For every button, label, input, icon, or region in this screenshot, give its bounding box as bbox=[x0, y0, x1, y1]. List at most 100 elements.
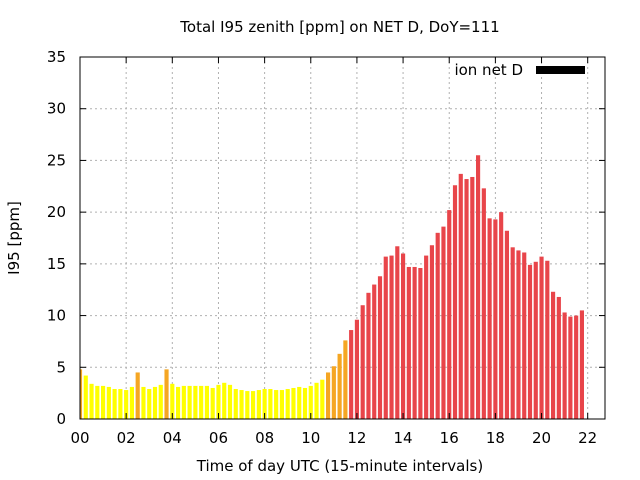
bar bbox=[268, 389, 273, 419]
bar bbox=[80, 369, 83, 419]
bar bbox=[562, 312, 567, 419]
bar bbox=[193, 385, 198, 419]
bar bbox=[545, 260, 550, 419]
y-tick-label: 35 bbox=[47, 48, 66, 66]
y-tick-label: 30 bbox=[47, 100, 66, 118]
bar bbox=[395, 246, 400, 419]
bar bbox=[285, 389, 290, 419]
bar bbox=[176, 386, 181, 419]
bar bbox=[256, 390, 261, 419]
bar bbox=[331, 366, 336, 419]
bar bbox=[389, 255, 394, 419]
bar bbox=[147, 389, 152, 419]
bar bbox=[487, 218, 492, 419]
bar bbox=[551, 291, 556, 419]
y-tick-label: 0 bbox=[56, 410, 66, 428]
bar bbox=[429, 245, 434, 419]
bar bbox=[112, 389, 117, 419]
bar bbox=[216, 384, 221, 419]
bar bbox=[539, 256, 544, 419]
bar bbox=[124, 390, 129, 419]
bar bbox=[516, 250, 521, 419]
bar bbox=[412, 266, 417, 419]
bar bbox=[222, 382, 227, 419]
bar bbox=[279, 390, 284, 419]
y-tick-label: 20 bbox=[47, 203, 66, 221]
x-tick-label: 00 bbox=[70, 429, 89, 447]
bar bbox=[135, 372, 140, 419]
x-tick-label: 18 bbox=[486, 429, 505, 447]
x-tick-label: 22 bbox=[578, 429, 597, 447]
bar bbox=[262, 389, 267, 419]
bar bbox=[204, 385, 209, 419]
bar bbox=[481, 188, 486, 419]
bar bbox=[522, 252, 527, 419]
bar bbox=[181, 385, 186, 419]
bar bbox=[556, 296, 561, 419]
bar bbox=[476, 155, 481, 419]
bar bbox=[441, 226, 446, 419]
bar bbox=[401, 253, 406, 419]
x-tick-label: 10 bbox=[301, 429, 320, 447]
y-axis-label: I95 [ppm] bbox=[5, 201, 23, 275]
bar bbox=[458, 173, 463, 419]
bar bbox=[210, 387, 215, 419]
bar bbox=[349, 330, 354, 419]
legend: ion net D bbox=[454, 61, 585, 79]
plot-frame bbox=[79, 56, 606, 420]
bar bbox=[435, 232, 440, 419]
y-tick-label: 5 bbox=[56, 358, 66, 376]
legend-label: ion net D bbox=[454, 61, 523, 79]
x-tick-label: 08 bbox=[255, 429, 274, 447]
bar bbox=[274, 390, 279, 419]
bar bbox=[527, 264, 533, 419]
bar bbox=[164, 369, 169, 419]
bar bbox=[424, 255, 429, 419]
x-tick-labels: 00 02 04 06 08 10 12 14 16 18 20 22 bbox=[70, 429, 597, 447]
bar bbox=[245, 391, 250, 419]
bar bbox=[499, 212, 504, 419]
bar bbox=[377, 276, 383, 419]
bar bbox=[533, 261, 538, 419]
bar bbox=[383, 256, 388, 419]
x-axis-label: Time of day UTC (15-minute intervals) bbox=[196, 457, 483, 475]
bar bbox=[297, 386, 302, 419]
bar bbox=[320, 379, 325, 419]
bar bbox=[579, 310, 584, 419]
bar bbox=[372, 284, 377, 419]
bar bbox=[360, 305, 365, 419]
bars bbox=[80, 155, 584, 419]
bar bbox=[326, 372, 331, 419]
y-tick-labels: 0 5 10 15 20 25 30 35 bbox=[47, 48, 66, 428]
bar bbox=[314, 382, 319, 419]
bar bbox=[101, 385, 106, 419]
bar bbox=[239, 390, 244, 419]
bar bbox=[574, 315, 579, 419]
bar bbox=[251, 391, 256, 419]
bar bbox=[504, 230, 509, 419]
bar bbox=[118, 389, 123, 419]
x-tick-label: 12 bbox=[347, 429, 366, 447]
x-tick-label: 20 bbox=[532, 429, 551, 447]
bar bbox=[308, 385, 313, 419]
x-tick-label: 16 bbox=[440, 429, 459, 447]
bar bbox=[464, 179, 469, 419]
y-tick-label: 15 bbox=[47, 255, 66, 273]
bar bbox=[152, 386, 158, 419]
x-tick-label: 06 bbox=[209, 429, 228, 447]
bar bbox=[141, 386, 146, 419]
y-tick-label: 10 bbox=[47, 307, 66, 325]
legend-swatch bbox=[536, 66, 585, 74]
x-tick-label: 14 bbox=[394, 429, 413, 447]
bar bbox=[158, 384, 163, 419]
bar bbox=[337, 353, 342, 419]
bar bbox=[406, 266, 411, 419]
x-tick-label: 04 bbox=[163, 429, 182, 447]
bar bbox=[129, 386, 134, 419]
bar bbox=[510, 247, 515, 419]
bar bbox=[493, 219, 498, 419]
bar bbox=[418, 267, 423, 419]
bar bbox=[95, 385, 100, 419]
y-tick-label: 25 bbox=[47, 151, 66, 169]
